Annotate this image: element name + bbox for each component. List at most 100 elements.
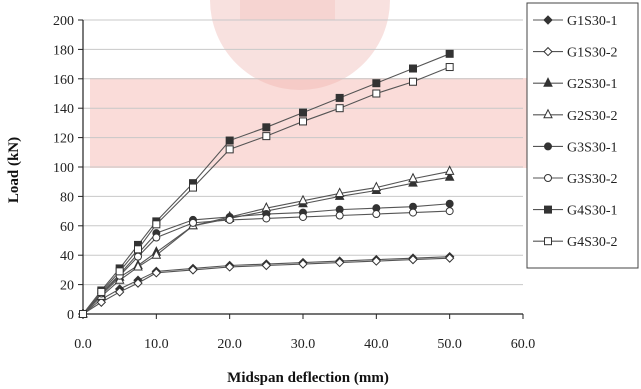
legend-marker [544, 205, 552, 214]
data-point [152, 220, 161, 229]
data-point [371, 181, 382, 192]
legend-item: G2S30-2 [533, 108, 618, 124]
data-point [133, 278, 143, 288]
legend-item: G3S30-2 [533, 172, 618, 187]
legend-item: G3S30-1 [533, 140, 618, 155]
legend-label: G4S30-1 [567, 204, 618, 219]
data-point [409, 64, 417, 73]
y-tick-label: 140 [53, 102, 74, 117]
legend-label: G4S30-2 [567, 235, 618, 250]
data-point [334, 187, 345, 197]
x-tick-label: 60.0 [511, 337, 536, 352]
y-tick-label: 100 [53, 161, 74, 176]
data-point [152, 233, 161, 242]
legend-label: G2S30-2 [567, 109, 618, 124]
data-point [225, 136, 234, 145]
data-point [409, 77, 417, 86]
data-point [445, 207, 454, 216]
x-tick-label: 0.0 [74, 337, 92, 352]
data-point [262, 132, 271, 141]
data-point [225, 145, 234, 154]
legend-item: G1S30-1 [533, 14, 618, 29]
legend-marker [544, 174, 552, 182]
legend-item: G2S30-1 [533, 77, 618, 92]
y-tick-label: 60 [60, 220, 74, 235]
legend-item: G4S30-1 [533, 204, 618, 219]
data-point [261, 260, 272, 271]
data-point [114, 287, 125, 297]
data-point [335, 211, 344, 220]
y-tick-label: 120 [53, 132, 74, 147]
data-point [134, 245, 142, 254]
legend: G1S30-1 G1S30-2 G2S30-1 G2S30-2 G3S30-1 G3S30… [526, 2, 639, 269]
data-point [409, 208, 417, 217]
data-point [371, 256, 382, 266]
legend-item: G1S30-2 [533, 46, 618, 61]
data-point [372, 210, 381, 219]
y-tick-label: 160 [53, 73, 74, 88]
series-G1S30-2 [78, 253, 455, 319]
y-tick-label: 40 [60, 249, 74, 264]
legend-marker [543, 108, 553, 119]
x-tick-label: 40.0 [364, 337, 389, 352]
tick-labels: 0 20 40 60 80 100 120 140 160 180 200 0.0 10.0 20.0 30… [53, 14, 535, 352]
data-point [444, 253, 455, 263]
data-point [262, 214, 271, 223]
y-tick-label: 180 [53, 43, 74, 58]
series-layer [78, 49, 455, 319]
legend-label: G3S30-2 [567, 172, 618, 187]
x-tick-label: 30.0 [291, 337, 316, 352]
x-tick-label: 20.0 [217, 337, 242, 352]
legend-label: G2S30-1 [567, 77, 618, 92]
x-axis-title: Midspan deflection (mm) [227, 370, 389, 386]
data-point [299, 212, 307, 221]
data-point [79, 310, 87, 318]
data-point [97, 287, 106, 296]
data-point [224, 262, 235, 272]
data-point [188, 265, 198, 275]
data-point [445, 199, 454, 208]
data-point [444, 165, 455, 175]
y-axis-title: Load (kN) [6, 137, 22, 203]
legend-box [526, 2, 639, 269]
data-point [445, 49, 454, 58]
data-point [134, 252, 142, 261]
data-point [408, 172, 418, 183]
legend-marker [544, 237, 552, 246]
legend-marker [543, 46, 553, 57]
y-tick-label: 80 [60, 190, 74, 205]
legend-label: G1S30-1 [567, 14, 618, 29]
y-tick-label: 20 [60, 279, 74, 294]
data-point [334, 257, 345, 268]
data-point [262, 123, 271, 132]
legend-item: G4S30-2 [533, 235, 618, 250]
data-point [372, 79, 381, 88]
legend-marker [544, 142, 552, 151]
data-point [298, 259, 308, 269]
data-point [189, 183, 197, 192]
data-point [151, 268, 162, 278]
data-point [96, 297, 107, 307]
data-point [372, 89, 381, 98]
x-tick-label: 10.0 [144, 337, 169, 352]
data-point [189, 218, 197, 227]
x-tick-label: 50.0 [437, 337, 462, 352]
legend-label: G1S30-2 [567, 46, 618, 61]
data-point [444, 171, 455, 181]
data-point [408, 254, 418, 265]
y-tick-label: 200 [53, 14, 74, 29]
data-point [115, 267, 124, 276]
watermark [90, 0, 550, 168]
data-point [335, 104, 344, 113]
data-point [299, 117, 307, 126]
data-point [445, 63, 454, 72]
legend-label: G3S30-1 [567, 140, 618, 155]
legend-marker [543, 15, 553, 25]
axes [78, 19, 524, 319]
data-point [151, 249, 162, 259]
data-point [299, 108, 307, 117]
data-point [225, 215, 234, 224]
data-point [133, 260, 143, 271]
data-point [298, 194, 308, 205]
